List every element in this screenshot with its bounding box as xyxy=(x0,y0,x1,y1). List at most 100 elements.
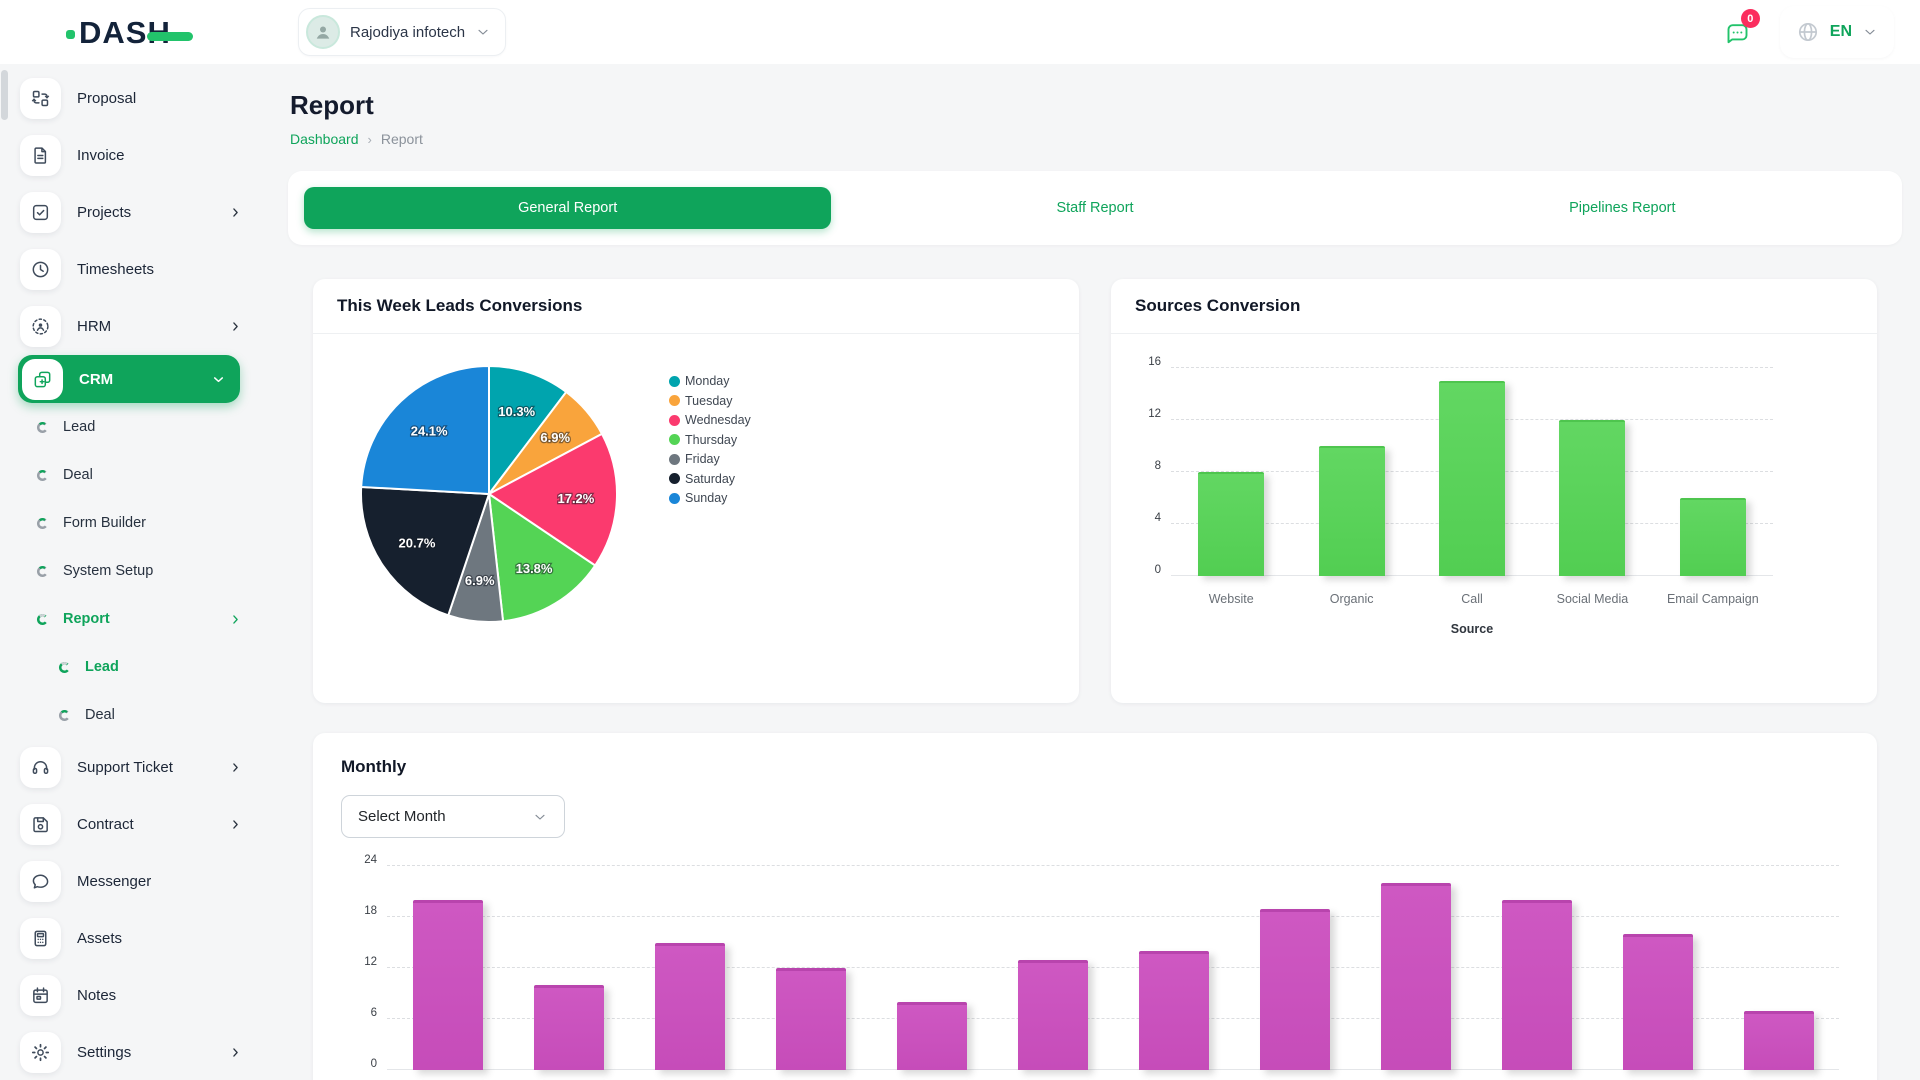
x-axis-category-label: Email Campaign xyxy=(1666,592,1759,606)
sidebar-item-assets[interactable]: Assets xyxy=(0,910,258,967)
sidebar-item-projects[interactable]: Projects xyxy=(0,184,258,241)
breadcrumb-dashboard-link[interactable]: Dashboard xyxy=(290,131,359,147)
chevron-right-icon xyxy=(229,613,242,626)
bullet-icon xyxy=(58,709,71,722)
legend-item-saturday[interactable]: Saturday xyxy=(669,472,751,486)
sidebar-item-timesheets[interactable]: Timesheets xyxy=(0,241,258,298)
legend-item-sunday[interactable]: Sunday xyxy=(669,491,751,505)
bar-slot xyxy=(1653,368,1773,576)
sidebar-item-lead[interactable]: Lead xyxy=(0,643,258,691)
sidebar-item-deal[interactable]: Deal xyxy=(0,691,258,739)
sidebar-item-label: Projects xyxy=(77,204,132,221)
hrm-icon xyxy=(30,316,51,337)
sidebar-item-lead[interactable]: Lead xyxy=(0,403,258,451)
legend-item-wednesday[interactable]: Wednesday xyxy=(669,413,751,427)
sidebar-item-invoice[interactable]: Invoice xyxy=(0,127,258,184)
sidebar-item-label: Support Ticket xyxy=(77,759,173,776)
legend-dot-icon xyxy=(669,395,680,406)
legend-item-monday[interactable]: Monday xyxy=(669,374,751,388)
bullet-icon xyxy=(36,613,49,626)
bar xyxy=(1439,381,1506,576)
bar-slot xyxy=(1171,368,1291,576)
sidebar-item-hrm[interactable]: HRM xyxy=(0,298,258,355)
pie-slice-label: 13.8% xyxy=(516,561,553,576)
bullet-icon xyxy=(36,469,49,482)
settings-icon xyxy=(30,1042,51,1063)
company-name: Rajodiya infotech xyxy=(350,23,466,41)
sidebar-icon-tile xyxy=(22,358,63,400)
y-axis-tick-label: 6 xyxy=(370,1007,377,1019)
bars-row xyxy=(387,866,1839,1070)
sidebar-icon-tile xyxy=(20,861,61,902)
sidebar-icon-tile xyxy=(20,78,61,119)
tab-pipelines-report[interactable]: Pipelines Report xyxy=(1569,200,1676,216)
pie-slice-label: 24.1% xyxy=(411,423,448,438)
y-axis-tick-label: 16 xyxy=(1148,356,1161,368)
crm-icon xyxy=(32,369,53,390)
bullet-icon xyxy=(36,421,49,434)
sidebar-item-deal[interactable]: Deal xyxy=(0,451,258,499)
x-axis-category-label: Call xyxy=(1461,592,1483,606)
logo-dot xyxy=(66,29,75,39)
sidebar-icon-tile xyxy=(20,135,61,176)
bar-slot xyxy=(1291,368,1411,576)
language-selector[interactable]: EN xyxy=(1779,6,1894,58)
weekly-leads-card: This Week Leads Conversions 10.3% 6.9% 17.… xyxy=(313,279,1079,703)
messenger-button[interactable]: 0 xyxy=(1711,6,1764,58)
month-select-dropdown[interactable]: Select Month xyxy=(341,795,565,838)
bar xyxy=(1259,908,1330,1070)
sources-card-header: Sources Conversion xyxy=(1111,279,1877,334)
y-axis-tick-label: 4 xyxy=(1154,512,1161,524)
bar xyxy=(1679,498,1746,576)
legend-item-friday[interactable]: Friday xyxy=(669,452,751,466)
legend-item-thursday[interactable]: Thursday xyxy=(669,433,751,447)
bullet-icon xyxy=(58,661,71,674)
monthly-title: Monthly xyxy=(341,757,407,776)
legend-label: Thursday xyxy=(685,432,738,447)
company-switcher[interactable]: Rajodiya infotech xyxy=(298,8,507,56)
chevron-right-icon xyxy=(229,206,242,219)
pie-legend: Monday Tuesday Wednesday Thursday Friday Satu… xyxy=(669,374,751,628)
sidebar-item-report[interactable]: Report xyxy=(0,595,258,643)
chevron-down-icon xyxy=(211,372,226,387)
sidebar-item-label: Notes xyxy=(77,987,117,1004)
sidebar-item-notes[interactable]: Notes xyxy=(0,967,258,1024)
person-icon xyxy=(313,22,333,42)
y-axis-tick-label: 8 xyxy=(1154,460,1161,472)
bar xyxy=(1318,446,1385,576)
tab-staff-report[interactable]: Staff Report xyxy=(1056,200,1134,216)
sidebar-item-proposal[interactable]: Proposal xyxy=(0,70,258,127)
bar xyxy=(1501,900,1572,1070)
tab-general-report[interactable]: General Report xyxy=(304,187,832,229)
legend-item-tuesday[interactable]: Tuesday xyxy=(669,394,751,408)
sources-conversion-card: Sources Conversion 0 4 8 12 16 Website Organi… xyxy=(1111,279,1877,703)
topbar: DASH Rajodiya infotech 0 EN xyxy=(0,0,1920,64)
sidebar-item-support-ticket[interactable]: Support Ticket xyxy=(0,739,258,796)
bars-row xyxy=(1171,368,1773,576)
sidebar-item-settings[interactable]: Settings xyxy=(0,1024,258,1080)
bar-slot xyxy=(1234,866,1355,1070)
bar xyxy=(1559,420,1626,576)
sidebar-scrollbar[interactable] xyxy=(1,70,8,120)
sidebar-item-label: Settings xyxy=(77,1044,132,1061)
chevron-down-icon xyxy=(475,24,491,40)
sidebar-item-messenger[interactable]: Messenger xyxy=(0,853,258,910)
sidebar-item-label: Proposal xyxy=(77,90,137,107)
y-axis-tick-label: 0 xyxy=(1154,564,1161,576)
app-logo[interactable]: DASH xyxy=(66,17,256,48)
sidebar-item-form-builder[interactable]: Form Builder xyxy=(0,499,258,547)
chevron-right-icon xyxy=(229,761,242,774)
timesheets-icon xyxy=(30,259,51,280)
breadcrumb-current: Report xyxy=(380,131,423,147)
sidebar-item-label: System Setup xyxy=(63,563,154,579)
sidebar-item-system-setup[interactable]: System Setup xyxy=(0,547,258,595)
sidebar-item-contract[interactable]: Contract xyxy=(0,796,258,853)
projects-icon xyxy=(30,202,51,223)
sidebar-item-label: Timesheets xyxy=(77,261,154,278)
bar-slot xyxy=(1718,866,1839,1070)
sidebar-item-crm[interactable]: CRM xyxy=(18,355,240,403)
sources-categories: Website Organic Call Social Media Email Camp… xyxy=(1171,592,1773,606)
sources-title: Sources Conversion xyxy=(1135,296,1301,315)
assets-icon xyxy=(30,928,51,949)
legend-label: Tuesday xyxy=(685,393,733,408)
